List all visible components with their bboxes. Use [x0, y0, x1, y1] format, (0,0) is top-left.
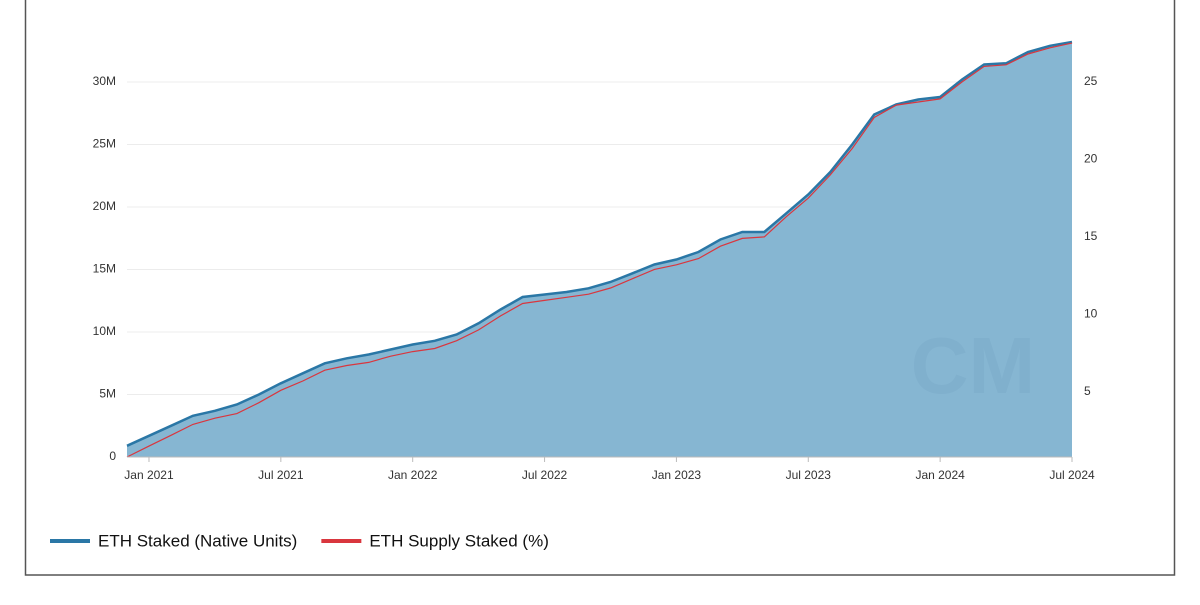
y-tick-label: 15M — [93, 262, 116, 276]
legend-label: ETH Supply Staked (%) — [369, 531, 549, 550]
x-tick-label: Jan 2023 — [652, 468, 702, 482]
legend-label: ETH Staked (Native Units) — [98, 531, 297, 550]
x-tick-label: Jul 2021 — [258, 468, 304, 482]
x-tick-label: Jul 2024 — [1049, 468, 1095, 482]
area — [127, 42, 1072, 457]
y-tick-label: 0 — [109, 449, 116, 463]
y-tick-label: 5M — [99, 387, 116, 401]
y-tick-label: 30M — [93, 74, 116, 88]
watermark: CM — [911, 321, 1035, 410]
x-tick-label: Jan 2024 — [915, 468, 965, 482]
y2-tick-label: 5 — [1084, 384, 1091, 398]
y-tick-label: 10M — [93, 324, 116, 338]
y2-tick-label: 20 — [1084, 152, 1098, 166]
x-tick-label: Jul 2022 — [522, 468, 568, 482]
line — [126, 42, 1073, 458]
frame — [24, 0, 1176, 576]
y-tick-label: 20M — [93, 199, 116, 213]
y2-tick-label: 10 — [1084, 307, 1098, 321]
y2-tick-label: 25 — [1084, 74, 1098, 88]
x-tick-label: Jan 2022 — [388, 468, 438, 482]
line — [126, 40, 1073, 447]
x-tick-label: Jul 2023 — [786, 468, 832, 482]
y2-tick-label: 15 — [1084, 229, 1098, 243]
y-tick-label: 25M — [93, 137, 116, 151]
x-tick-label: Jan 2021 — [124, 468, 174, 482]
